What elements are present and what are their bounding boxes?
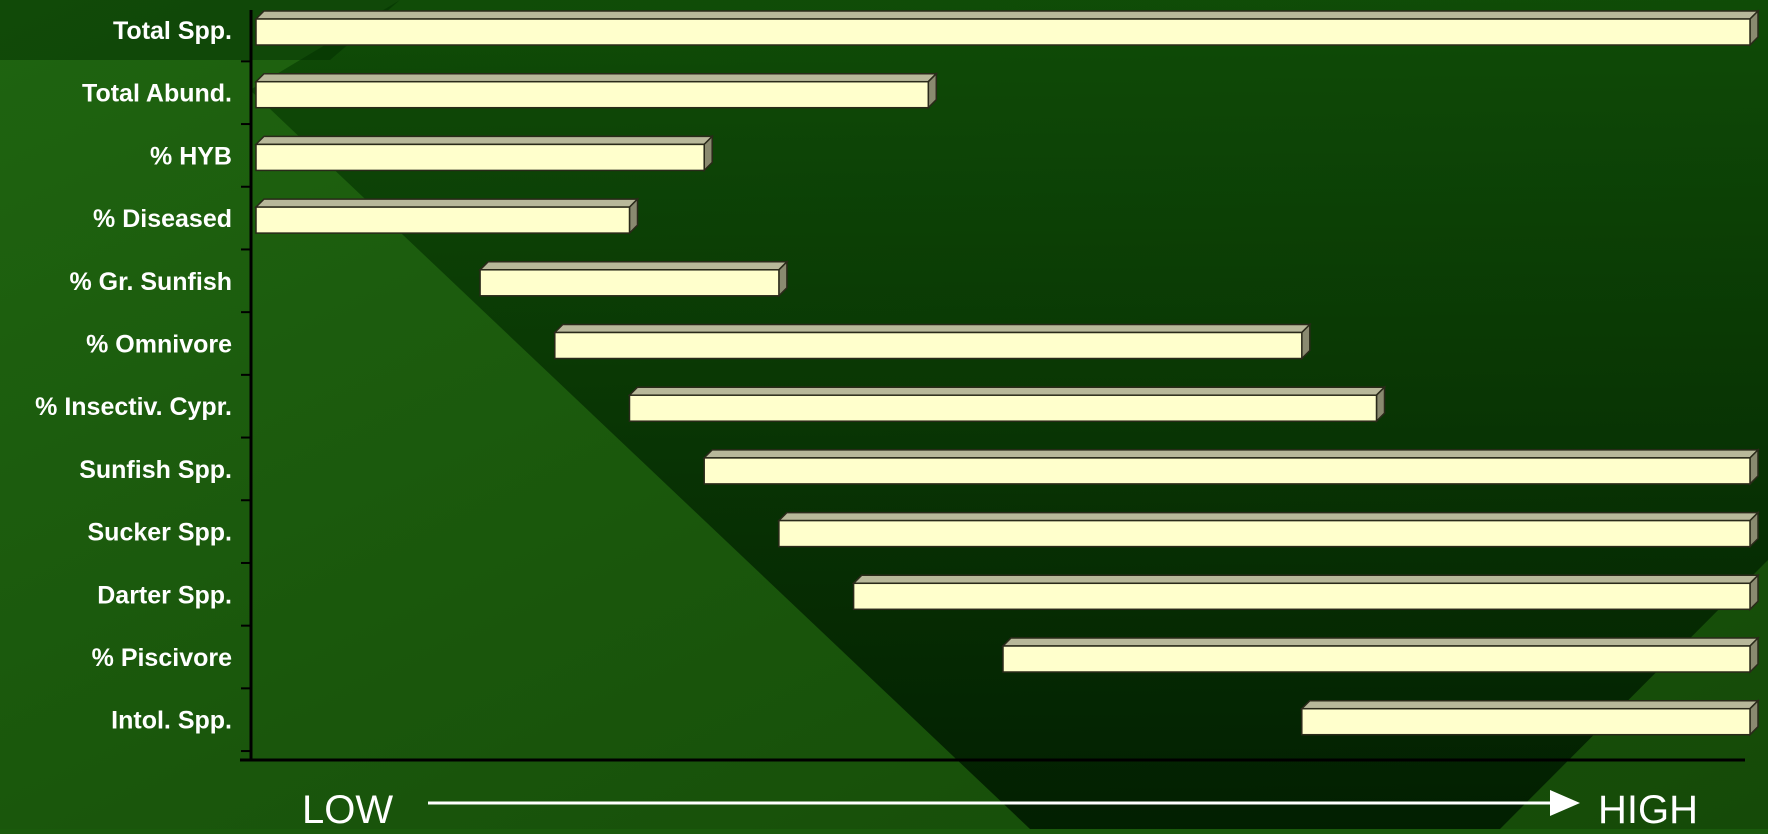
bar-front-face — [255, 80, 930, 109]
bar-front-face — [554, 331, 1303, 360]
bar-9 — [851, 573, 1760, 612]
category-label: Total Spp. — [113, 17, 232, 45]
bar-2 — [254, 134, 715, 173]
bar-top-face — [1001, 637, 1760, 647]
bar-front-face — [479, 269, 780, 297]
bar-top-face — [254, 10, 1760, 20]
bar-top-face — [552, 323, 1312, 334]
bar-10 — [1001, 636, 1760, 674]
bars-layer — [254, 9, 1760, 737]
bar-front-face — [255, 143, 705, 172]
bar-8 — [777, 510, 1760, 549]
bar-top-face — [254, 135, 715, 146]
bar-top-face — [702, 449, 1760, 459]
bar-front-face — [852, 582, 1751, 611]
bar-top-face — [777, 511, 1760, 522]
category-label: % Diseased — [93, 205, 232, 233]
bar-3 — [254, 197, 640, 235]
bar-front-face — [255, 206, 631, 234]
bar-top-face — [627, 386, 1387, 396]
x-axis-low-label: LOW — [302, 788, 393, 829]
bar-top-face — [478, 261, 789, 271]
category-label: % Gr. Sunfish — [69, 268, 232, 296]
category-label: Sucker Spp. — [88, 519, 233, 547]
bar-front-face — [255, 18, 1751, 46]
bar-top-face — [1299, 699, 1760, 710]
labels-layer: Total Spp. Total Abund. % HYB % Diseased % G… — [35, 17, 232, 735]
bar-front-face — [628, 394, 1378, 422]
category-label: % HYB — [150, 142, 232, 170]
category-label: Darter Spp. — [97, 581, 232, 609]
category-label: Total Abund. — [82, 80, 232, 108]
category-label: % Insectiv. Cypr. — [35, 393, 232, 421]
bar-4 — [478, 259, 789, 298]
bar-0 — [254, 9, 1760, 47]
axis-layer — [240, 10, 1745, 762]
category-label: Intol. Spp. — [111, 707, 232, 735]
bar-7 — [702, 448, 1760, 486]
bar-5 — [552, 322, 1312, 361]
bar-11 — [1299, 698, 1760, 737]
bar-1 — [254, 71, 939, 110]
bar-top-face — [254, 72, 939, 83]
category-label: % Piscivore — [92, 644, 232, 672]
x-axis-arrow-head — [1550, 790, 1580, 816]
bar-front-face — [1002, 645, 1751, 673]
bar-top-face — [851, 574, 1760, 585]
bar-front-face — [1301, 707, 1751, 736]
category-label: Sunfish Spp. — [79, 456, 232, 484]
bar-top-face — [254, 198, 640, 208]
x-axis-high-label: HIGH — [1598, 788, 1698, 829]
bar-6 — [627, 385, 1387, 424]
bar-front-face — [703, 457, 1751, 485]
bar-front-face — [778, 519, 1751, 548]
category-label: % Omnivore — [86, 331, 232, 359]
